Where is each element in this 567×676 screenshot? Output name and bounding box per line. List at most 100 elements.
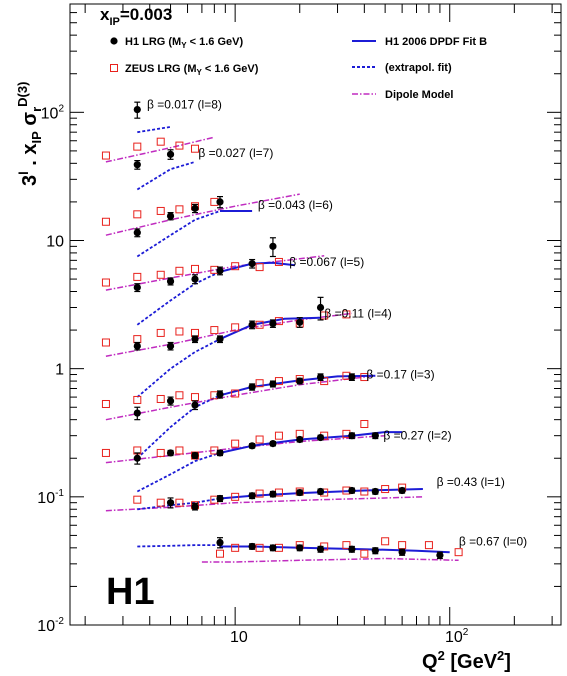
h1-point <box>371 432 379 440</box>
h1-point <box>166 342 175 350</box>
zeus-point <box>381 537 390 546</box>
h1-point <box>316 373 325 381</box>
zeus-point <box>454 548 463 557</box>
svg-text:ZEUS LRG (MY < 1.6 GeV): ZEUS LRG (MY < 1.6 GeV) <box>125 63 259 77</box>
x-axis-label: Q2 [GeV2] <box>422 648 511 673</box>
h1-point <box>216 449 224 457</box>
zeus-point <box>255 543 264 552</box>
zeus-point <box>101 448 110 457</box>
chart-marks: 10-2 10-1 1 10 102 β =0.017 (l=8) β =0.027 (l=… <box>37 3 562 635</box>
h1-point <box>269 380 277 388</box>
h1-point <box>166 499 175 507</box>
h1-point <box>348 432 356 440</box>
zeus-point <box>190 264 199 273</box>
series-label: β =0.67 (l=0) <box>459 534 527 548</box>
h1-point <box>296 377 304 385</box>
extrapolated-fit-curve <box>136 210 221 258</box>
h1-point <box>166 277 175 285</box>
dipole-curve <box>105 193 300 236</box>
series-label: β =0.017 (l=8) <box>147 98 222 112</box>
h1-point <box>371 547 379 555</box>
y-axis-label: 3l . xIP σrD(3) <box>15 82 44 186</box>
h1-point <box>133 161 141 169</box>
svg-text:H1 LRG (MY < 1.6 GeV): H1 LRG (MY < 1.6 GeV) <box>125 36 243 50</box>
h1-point <box>269 242 277 250</box>
zeus-point <box>360 549 369 558</box>
extrapolated-fit-curve <box>136 452 221 493</box>
fit-b-curve <box>219 431 403 454</box>
h1-point <box>348 373 356 381</box>
h1-point <box>436 551 444 559</box>
extrapolated-fit-curve <box>136 270 221 326</box>
h1-point <box>191 204 199 212</box>
svg-text:H1 2006 DPDF Fit B: H1 2006 DPDF Fit B <box>385 36 487 48</box>
zeus-point <box>215 549 224 558</box>
dipole-curve <box>105 312 352 357</box>
zeus-point <box>133 395 142 404</box>
h1-point <box>248 442 256 450</box>
series-label: β =0.43 (l=1) <box>437 475 505 489</box>
zeus-point <box>133 495 142 504</box>
fit-b-curve <box>220 545 450 554</box>
h1-point <box>191 335 199 343</box>
extrapolated-fit-curve <box>137 497 221 511</box>
zeus-point <box>255 435 264 444</box>
experiment-label: H1 <box>106 571 155 613</box>
zeus-point <box>156 270 165 279</box>
h1-point <box>316 303 325 312</box>
zeus-point <box>255 263 264 272</box>
zeus-point <box>360 373 369 382</box>
zeus-point <box>101 278 110 287</box>
h1-point <box>248 542 256 551</box>
h1-point <box>216 494 224 503</box>
h1-point <box>248 321 256 329</box>
zeus-point <box>231 492 240 501</box>
h1-point <box>269 440 277 448</box>
h1-point <box>133 106 141 114</box>
zeus-point <box>190 144 199 153</box>
zeus-point <box>175 266 184 275</box>
zeus-point <box>274 431 283 440</box>
dipole-curve <box>105 375 376 421</box>
svg-text:Dipole Model: Dipole Model <box>385 89 453 101</box>
zeus-point <box>255 489 264 498</box>
h1-point <box>133 229 141 237</box>
h1-point <box>191 502 199 511</box>
h1-point <box>216 198 224 206</box>
zeus-point <box>231 389 240 398</box>
series-label: β =0.17 (l=3) <box>366 368 434 382</box>
zeus-point <box>320 377 329 386</box>
legend-h1-data: H1 LRG (MY < 1.6 GeV) <box>110 36 243 50</box>
h1-point <box>216 390 224 398</box>
h1-point <box>398 548 406 556</box>
series-label: β =0.043 (l=6) <box>258 198 333 212</box>
zeus-point <box>190 393 199 402</box>
extrapolated-fit-curve <box>136 394 221 459</box>
zeus-point <box>175 446 184 455</box>
h1-point <box>269 544 277 552</box>
zeus-point <box>342 541 351 550</box>
zeus-point <box>231 543 240 552</box>
h1-point <box>133 409 141 417</box>
h1-point <box>316 433 325 442</box>
dipole-curve <box>105 496 423 512</box>
zeus-point <box>156 206 165 215</box>
zeus-point <box>175 391 184 400</box>
h1-point <box>216 335 224 343</box>
h1-point <box>133 283 141 292</box>
legend: H1 LRG (MY < 1.6 GeV) ZEUS LRG (MY < 1.6… <box>110 36 487 101</box>
dipole-curve <box>105 136 215 163</box>
x-tick-label-10: 10 <box>230 629 248 646</box>
h1-point <box>166 212 175 220</box>
fit-b-curve <box>219 316 321 341</box>
svg-text:(extrapol. fit): (extrapol. fit) <box>385 62 452 74</box>
zeus-point <box>342 310 351 319</box>
y-tick-label: 10 <box>46 233 64 250</box>
h1-point <box>248 492 256 500</box>
series-label: β =0.067 (l=5) <box>289 255 364 269</box>
h1-point <box>166 449 175 457</box>
zeus-point <box>133 272 142 281</box>
dipole-curve <box>201 557 459 563</box>
h1-point <box>216 267 224 275</box>
